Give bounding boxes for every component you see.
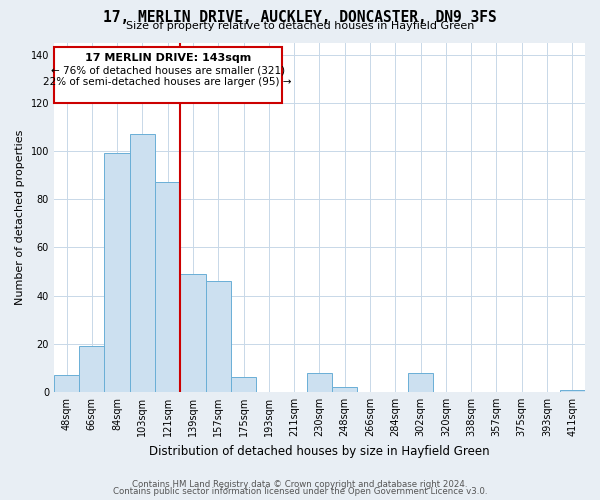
Bar: [155, 182, 181, 392]
Bar: [54, 48, 281, 102]
Bar: [231, 378, 256, 392]
Bar: [54, 375, 79, 392]
Bar: [104, 154, 130, 392]
Text: 17, MERLIN DRIVE, AUCKLEY, DONCASTER, DN9 3FS: 17, MERLIN DRIVE, AUCKLEY, DONCASTER, DN…: [103, 10, 497, 25]
Text: 22% of semi-detached houses are larger (95) →: 22% of semi-detached houses are larger (…: [43, 78, 292, 88]
Bar: [560, 390, 585, 392]
Text: 17 MERLIN DRIVE: 143sqm: 17 MERLIN DRIVE: 143sqm: [85, 54, 251, 64]
Text: ← 76% of detached houses are smaller (321): ← 76% of detached houses are smaller (32…: [50, 66, 285, 76]
Bar: [408, 372, 433, 392]
X-axis label: Distribution of detached houses by size in Hayfield Green: Distribution of detached houses by size …: [149, 444, 490, 458]
Bar: [79, 346, 104, 392]
Text: Contains public sector information licensed under the Open Government Licence v3: Contains public sector information licen…: [113, 488, 487, 496]
Bar: [332, 387, 358, 392]
Text: Contains HM Land Registry data © Crown copyright and database right 2024.: Contains HM Land Registry data © Crown c…: [132, 480, 468, 489]
Bar: [206, 281, 231, 392]
Bar: [307, 372, 332, 392]
Text: Size of property relative to detached houses in Hayfield Green: Size of property relative to detached ho…: [126, 21, 474, 31]
Bar: [181, 274, 206, 392]
Bar: [130, 134, 155, 392]
Y-axis label: Number of detached properties: Number of detached properties: [15, 130, 25, 305]
